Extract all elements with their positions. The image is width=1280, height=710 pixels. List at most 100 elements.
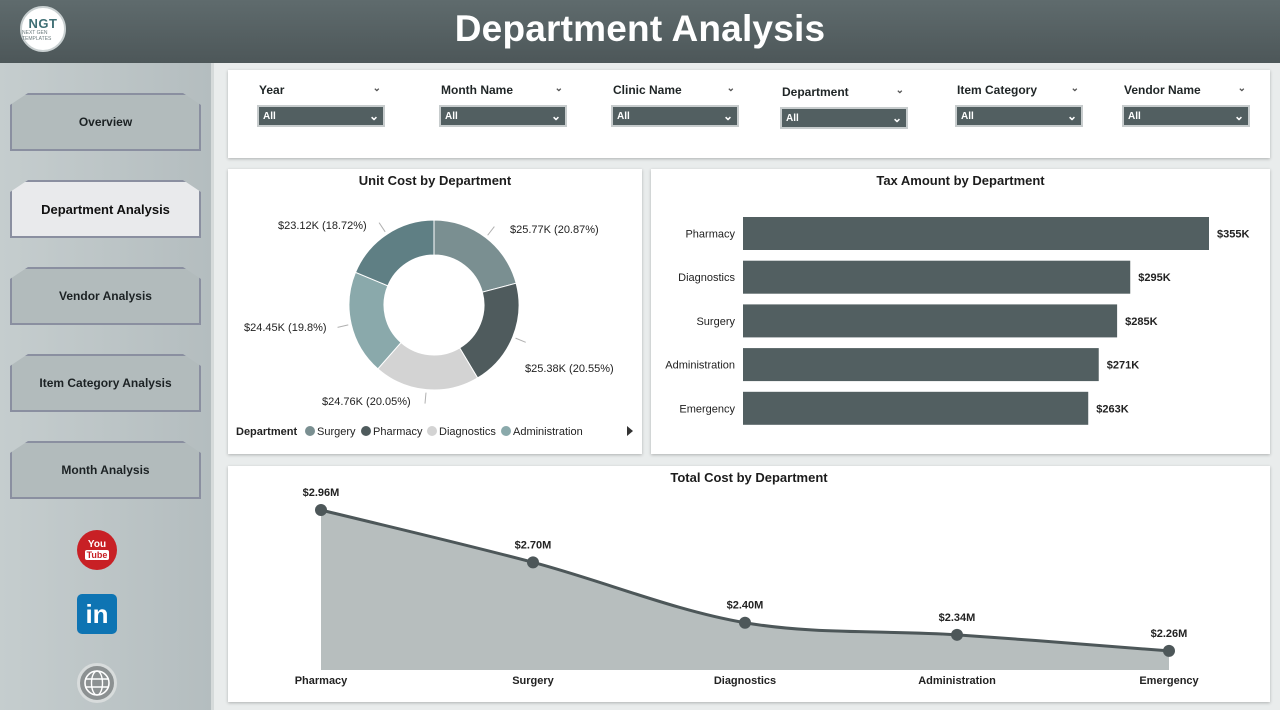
nav-overview-button[interactable]: Overview xyxy=(10,93,201,151)
filter-item-category-label: Item Category xyxy=(957,83,1038,97)
filter-year-value: All xyxy=(263,110,276,122)
total-cost-chart-title: Total Cost by Department xyxy=(670,470,828,485)
chevron-down-icon: ⌄ xyxy=(550,109,561,123)
area-value-label: $2.40M xyxy=(727,600,764,612)
filter-month-name: Month Name ⌄ All ⌄ xyxy=(439,83,569,127)
bar-value-label: $295K xyxy=(1138,272,1170,284)
tax-amount-bar-chart: Pharmacy $355K Diagnostics $295K Surgery $285… xyxy=(665,217,1249,425)
filters-panel: Year ⌄ All ⌄ Month Name ⌄ All ⌄ Clinic Name ⌄… xyxy=(228,70,1270,158)
chevron-down-icon[interactable]: ⌄ xyxy=(1070,83,1079,94)
nav-item-category-analysis-button[interactable]: Item Category Analysis xyxy=(10,354,201,412)
chevron-down-icon: ⌄ xyxy=(891,111,902,125)
bar-emergency[interactable] xyxy=(743,391,1089,425)
donut-slice-emergency[interactable] xyxy=(354,219,435,287)
legend-item-pharmacy[interactable]: Pharmacy xyxy=(373,426,423,438)
legend-next-arrow-icon[interactable] xyxy=(627,426,633,436)
donut-data-label: $25.77K (20.87%) xyxy=(510,224,599,236)
filter-clinic-name-label: Clinic Name xyxy=(613,83,682,97)
page-title: Department Analysis xyxy=(454,8,826,49)
bar-pharmacy[interactable] xyxy=(743,217,1209,250)
nav-vendor-analysis-button[interactable]: Vendor Analysis xyxy=(10,267,201,325)
filter-department-label: Department xyxy=(782,85,849,99)
bar-diagnostics[interactable] xyxy=(743,260,1131,294)
chevron-down-icon[interactable]: ⌄ xyxy=(895,85,904,96)
donut-leader-line xyxy=(378,222,386,233)
legend-item-administration[interactable]: Administration xyxy=(513,426,583,438)
area-value-label: $2.34M xyxy=(939,612,976,624)
bar-value-label: $285K xyxy=(1125,316,1157,328)
chevron-down-icon: ⌄ xyxy=(722,109,733,123)
chevron-down-icon[interactable]: ⌄ xyxy=(726,83,735,94)
donut-data-label: $25.38K (20.55%) xyxy=(525,363,614,375)
donut-data-label: $24.76K (20.05%) xyxy=(322,396,411,408)
donut-slice-surgery[interactable] xyxy=(433,219,517,293)
legend-marker xyxy=(305,426,315,436)
legend-item-surgery[interactable]: Surgery xyxy=(317,426,356,438)
area-point-surgery[interactable] xyxy=(527,556,539,569)
filter-clinic-name-select[interactable]: All ⌄ xyxy=(611,105,739,127)
total-cost-chart-panel: Total Cost by Department $2.96M Pharmacy $… xyxy=(228,466,1270,702)
unit-cost-chart-title: Unit Cost by Department xyxy=(358,173,512,188)
filter-month-name-value: All xyxy=(445,110,458,122)
area-value-label: $2.26M xyxy=(1151,628,1188,640)
area-value-label: $2.70M xyxy=(515,539,552,551)
youtube-icon[interactable]: You Tube xyxy=(77,530,117,570)
chevron-down-icon[interactable]: ⌄ xyxy=(1237,83,1246,94)
bar-surgery[interactable] xyxy=(743,304,1118,338)
chevron-down-icon[interactable]: ⌄ xyxy=(554,83,563,94)
area-point-diagnostics[interactable] xyxy=(739,616,751,629)
youtube-icon-text-bottom: Tube xyxy=(84,550,110,560)
donut-legend: Department Surgery Pharmacy Diagnostics Admi… xyxy=(236,426,633,438)
bar-value-label: $271K xyxy=(1107,360,1139,372)
filter-item-category-select[interactable]: All ⌄ xyxy=(955,105,1083,127)
area-category-label: Surgery xyxy=(512,675,554,687)
filter-month-name-label: Month Name xyxy=(441,83,513,97)
unit-cost-donut-chart: $25.77K (20.87%) $25.38K (20.55%) $24.76K … xyxy=(236,219,633,438)
bar-administration[interactable] xyxy=(743,348,1099,382)
area-value-label: $2.96M xyxy=(303,487,340,499)
chevron-down-icon: ⌄ xyxy=(1233,109,1244,123)
area-category-label: Administration xyxy=(918,675,996,687)
legend-marker xyxy=(501,426,511,436)
filter-item-category-value: All xyxy=(961,110,974,122)
company-logo[interactable]: NGT NEXT GEN TEMPLATES xyxy=(20,6,66,52)
filter-item-category: Item Category ⌄ All ⌄ xyxy=(955,83,1085,127)
nav-month-analysis-button[interactable]: Month Analysis xyxy=(10,441,201,499)
unit-cost-chart-panel: Unit Cost by Department $25.77K (20.87%)… xyxy=(228,169,642,454)
legend-item-diagnostics[interactable]: Diagnostics xyxy=(439,426,496,438)
bar-category-label: Surgery xyxy=(696,316,735,328)
chevron-down-icon[interactable]: ⌄ xyxy=(372,83,381,94)
filter-department-select[interactable]: All ⌄ xyxy=(780,107,908,129)
linkedin-icon[interactable]: in xyxy=(77,594,117,634)
filter-year-label: Year xyxy=(259,83,285,97)
bar-category-label: Administration xyxy=(665,360,735,372)
donut-data-label: $23.12K (18.72%) xyxy=(278,220,367,232)
bar-category-label: Diagnostics xyxy=(678,272,735,284)
area-point-administration[interactable] xyxy=(951,628,963,641)
bar-value-label: $263K xyxy=(1096,403,1128,415)
bar-category-label: Emergency xyxy=(679,403,735,415)
logo-subtext: NEXT GEN TEMPLATES xyxy=(22,29,52,42)
donut-leader-line xyxy=(487,226,495,236)
tax-amount-chart-panel: Tax Amount by Department Pharmacy $355K Di… xyxy=(651,169,1270,454)
website-globe-icon[interactable] xyxy=(77,663,117,703)
filter-vendor-name-select[interactable]: All ⌄ xyxy=(1122,105,1250,127)
legend-marker xyxy=(427,426,437,436)
sidebar: Overview Department Analysis Vendor Anal… xyxy=(0,63,214,710)
filter-month-name-select[interactable]: All ⌄ xyxy=(439,105,567,127)
filter-year-select[interactable]: All ⌄ xyxy=(257,105,385,127)
total-cost-area-chart: $2.96M Pharmacy $2.70M Surgery $2.40M Diagnos… xyxy=(295,487,1200,687)
area-fill xyxy=(321,510,1169,670)
area-category-label: Diagnostics xyxy=(714,675,776,687)
filter-vendor-name: Vendor Name ⌄ All ⌄ xyxy=(1122,83,1252,127)
chevron-down-icon: ⌄ xyxy=(368,109,379,123)
header-bar: NGT NEXT GEN TEMPLATES Department Analys… xyxy=(0,0,1280,63)
area-category-label: Emergency xyxy=(1139,675,1199,687)
chevron-down-icon: ⌄ xyxy=(1066,109,1077,123)
area-point-pharmacy[interactable] xyxy=(315,504,327,516)
bar-category-label: Pharmacy xyxy=(685,229,735,241)
filter-clinic-name: Clinic Name ⌄ All ⌄ xyxy=(611,83,741,127)
nav-department-analysis-button[interactable]: Department Analysis xyxy=(10,180,201,238)
filter-vendor-name-value: All xyxy=(1128,110,1141,122)
area-point-emergency[interactable] xyxy=(1163,644,1175,657)
